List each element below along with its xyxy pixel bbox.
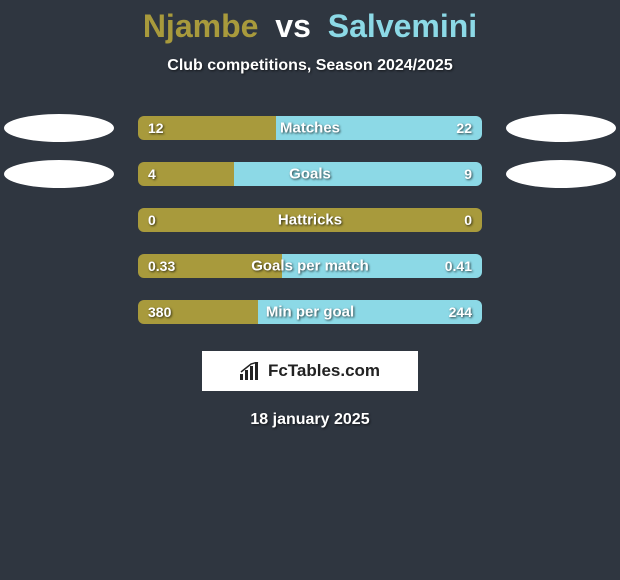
player2-marker — [506, 114, 616, 142]
stat-bar: Matches 12 22 — [138, 116, 482, 140]
stat-value-right: 244 — [449, 304, 472, 320]
stat-row: Goals 4 9 — [0, 151, 620, 197]
player2-marker — [506, 160, 616, 188]
chart-icon — [240, 362, 262, 380]
stat-label: Hattricks — [278, 212, 342, 229]
bar-segment-right — [234, 162, 482, 186]
stat-value-left: 0 — [148, 212, 156, 228]
subtitle: Club competitions, Season 2024/2025 — [0, 57, 620, 75]
player1-name: Njambe — [143, 8, 259, 44]
player1-marker — [4, 298, 114, 326]
title: Njambe vs Salvemini — [0, 8, 620, 45]
stat-bar: Goals per match 0.33 0.41 — [138, 254, 482, 278]
player1-marker — [4, 160, 114, 188]
stat-value-left: 12 — [148, 120, 164, 136]
stat-value-right: 9 — [464, 166, 472, 182]
player2-marker — [506, 298, 616, 326]
stat-bar: Goals 4 9 — [138, 162, 482, 186]
stats-area: Matches 12 22 Goals 4 9 Hattricks 0 0 Goals per m… — [0, 105, 620, 335]
player2-marker — [506, 206, 616, 234]
stat-row: Goals per match 0.33 0.41 — [0, 243, 620, 289]
player1-marker — [4, 206, 114, 234]
stat-bar: Min per goal 380 244 — [138, 300, 482, 324]
stat-bar: Hattricks 0 0 — [138, 208, 482, 232]
stat-value-left: 0.33 — [148, 258, 175, 274]
player2-name: Salvemini — [328, 8, 477, 44]
stat-label: Min per goal — [266, 304, 354, 321]
stat-value-left: 380 — [148, 304, 171, 320]
stat-label: Goals per match — [251, 258, 369, 275]
player1-marker — [4, 252, 114, 280]
stat-row: Min per goal 380 244 — [0, 289, 620, 335]
player1-marker — [4, 114, 114, 142]
stat-label: Goals — [289, 166, 331, 183]
stat-row: Matches 12 22 — [0, 105, 620, 151]
branding-badge: FcTables.com — [202, 351, 418, 391]
title-vs: vs — [275, 8, 311, 44]
player2-marker — [506, 252, 616, 280]
stat-row: Hattricks 0 0 — [0, 197, 620, 243]
date-text: 18 january 2025 — [0, 411, 620, 429]
stat-value-left: 4 — [148, 166, 156, 182]
stat-label: Matches — [280, 120, 340, 137]
stat-value-right: 22 — [456, 120, 472, 136]
stat-value-right: 0.41 — [445, 258, 472, 274]
stat-value-right: 0 — [464, 212, 472, 228]
branding-text: FcTables.com — [268, 361, 380, 381]
infographic-container: Njambe vs Salvemini Club competitions, S… — [0, 0, 620, 429]
